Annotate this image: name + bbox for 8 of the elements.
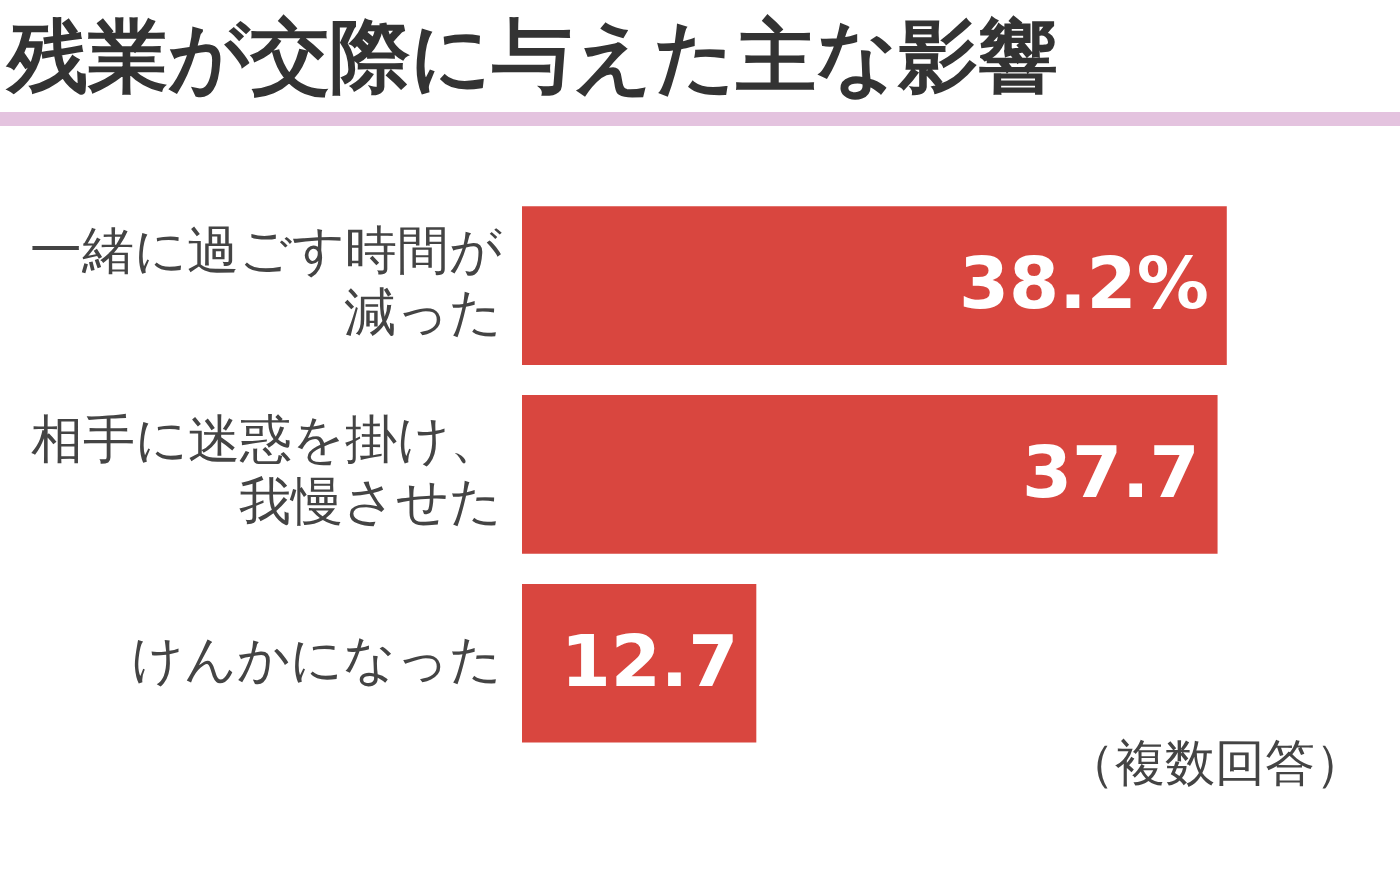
data-label: 37.7 [1021,430,1200,515]
y-tick-label: けんかになった [131,628,502,689]
chart-title: 残業が交際に与えた主な影響 [8,9,1058,105]
annotation: （複数回答） [1065,733,1365,794]
data-label: 12.7 [560,618,739,703]
y-tick-label: 相手に迷惑を掛け、我慢させた [31,408,502,532]
data-label: 38.2% [958,241,1209,326]
y-tick-label: 一緒に過ごす時間が減った [30,219,502,343]
